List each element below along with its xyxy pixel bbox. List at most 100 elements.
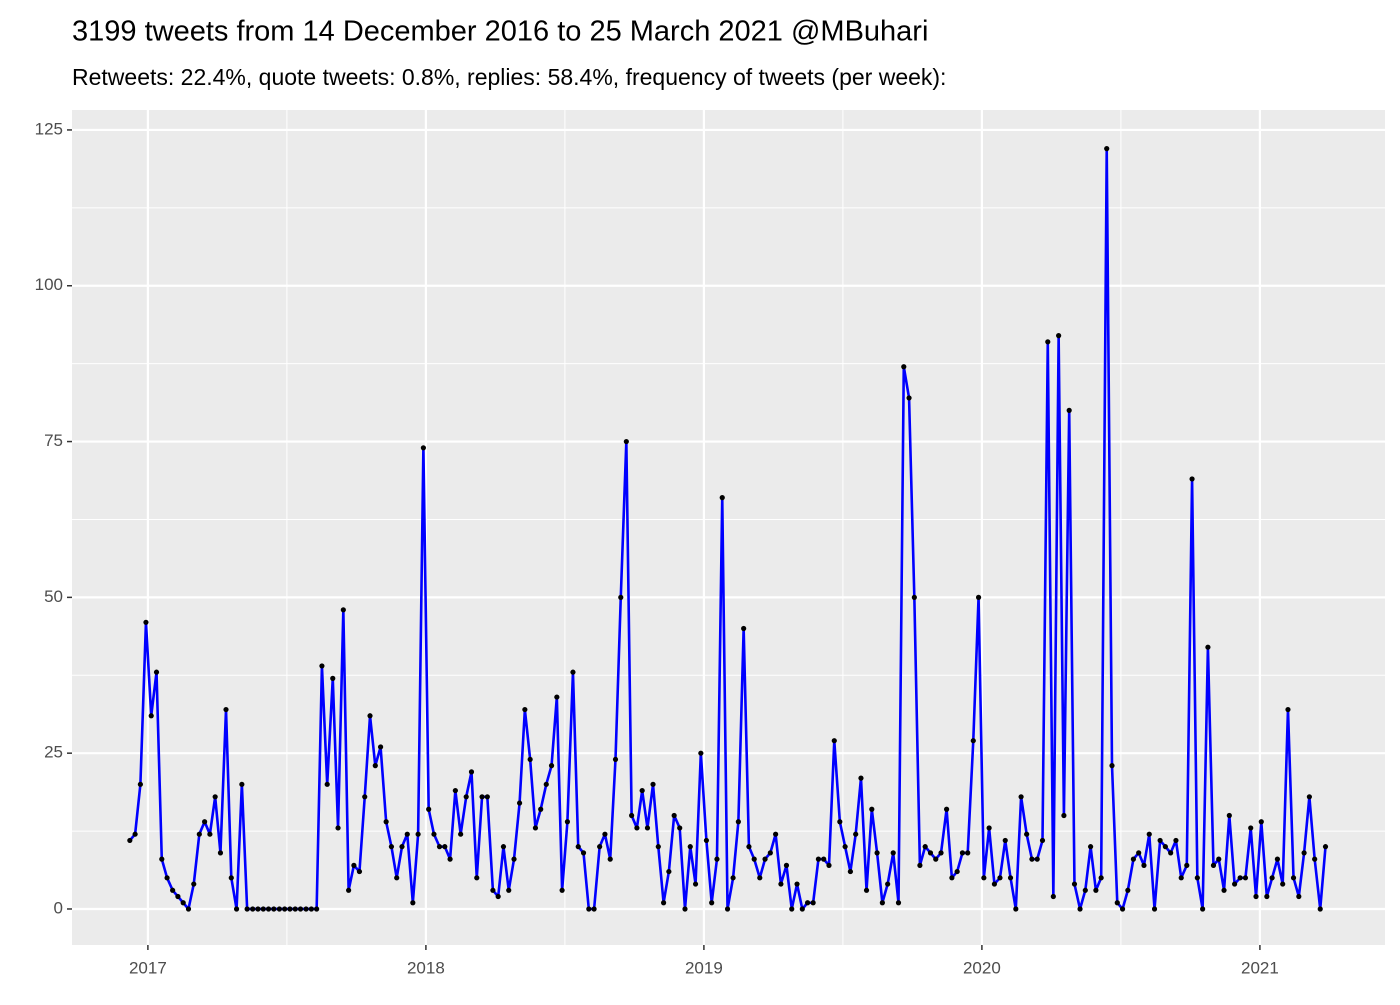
data-point [442,844,448,850]
data-point [511,856,517,862]
data-point [372,763,378,769]
data-point [554,694,560,700]
data-point [340,607,346,613]
data-point [319,663,325,669]
data-point [853,831,859,837]
data-point [1184,862,1190,868]
data-point [516,800,523,806]
data-point [410,900,416,906]
data-point [458,831,464,837]
data-point [1178,875,1184,881]
data-point [1226,812,1232,819]
data-point [324,781,330,787]
data-point [644,825,651,831]
data-point [1285,706,1291,713]
data-point [282,906,288,912]
data-point [783,862,790,868]
chart-title: 3199 tweets from 14 December 2016 to 25 … [72,16,928,48]
data-point [202,819,208,825]
data-point [709,900,715,906]
data-point [1002,837,1008,844]
data-point [837,819,843,825]
data-point [949,875,955,881]
data-point [1039,837,1046,844]
data-point [623,438,629,445]
data-point [1050,893,1056,900]
data-point [223,706,229,713]
data-point [1258,819,1264,825]
data-point [543,781,549,787]
data-point [933,856,939,862]
data-point [1237,875,1243,881]
data-point [911,594,917,600]
data-point [137,781,143,787]
data-point [217,850,224,856]
data-point [1157,837,1163,844]
data-point [1205,644,1211,650]
data-point [1114,900,1120,906]
data-point [1034,856,1040,862]
chart-subtitle: Retweets: 22.4%, quote tweets: 0.8%, rep… [72,64,946,90]
x-tick-label: 2020 [963,958,1001,977]
data-point [522,706,528,713]
data-point [692,881,699,887]
data-point [570,669,576,675]
data-point [346,887,352,893]
data-point [538,806,544,812]
data-point [297,906,304,912]
data-point [810,900,816,906]
data-point [314,906,320,912]
data-point [1093,887,1099,893]
data-point [901,364,907,370]
data-point [602,831,608,837]
data-point [1312,856,1318,862]
data-point [927,850,934,856]
data-point [660,900,667,906]
data-point [500,844,507,850]
data-point [212,794,218,800]
data-point [1029,856,1035,862]
data-point [292,906,298,912]
data-point [970,738,976,744]
data-point [377,744,384,750]
data-point [362,794,368,800]
data-point [1248,825,1254,831]
data-point [842,844,848,850]
data-point [148,713,154,719]
data-point [922,844,928,850]
data-point [233,906,240,912]
data-point [399,844,405,850]
data-point [1253,893,1259,900]
data-point [1274,856,1281,862]
data-point [1200,906,1206,912]
data-point [778,881,784,887]
data-point [719,495,725,501]
data-point [757,875,763,881]
data-point [965,850,971,856]
data-point [1162,844,1168,850]
data-point [943,806,950,812]
data-point [1301,850,1307,856]
data-point [1007,875,1014,881]
data-point [356,868,363,875]
data-point [1109,763,1115,769]
data-point [975,594,982,600]
data-point [1098,875,1104,881]
data-point [490,887,496,893]
data-point [981,875,987,881]
x-tick-label: 2017 [129,958,167,977]
data-point [618,594,624,600]
data-point [420,445,426,451]
data-point [1056,333,1062,339]
y-tick-label: 125 [35,119,63,138]
data-point [388,844,395,850]
data-point [612,756,619,763]
data-point [735,819,741,825]
data-point [1077,906,1083,912]
data-point [527,756,533,763]
data-point [506,887,512,893]
data-point [415,831,421,837]
data-point [1194,875,1200,881]
data-point [597,844,603,850]
data-point [954,868,960,875]
